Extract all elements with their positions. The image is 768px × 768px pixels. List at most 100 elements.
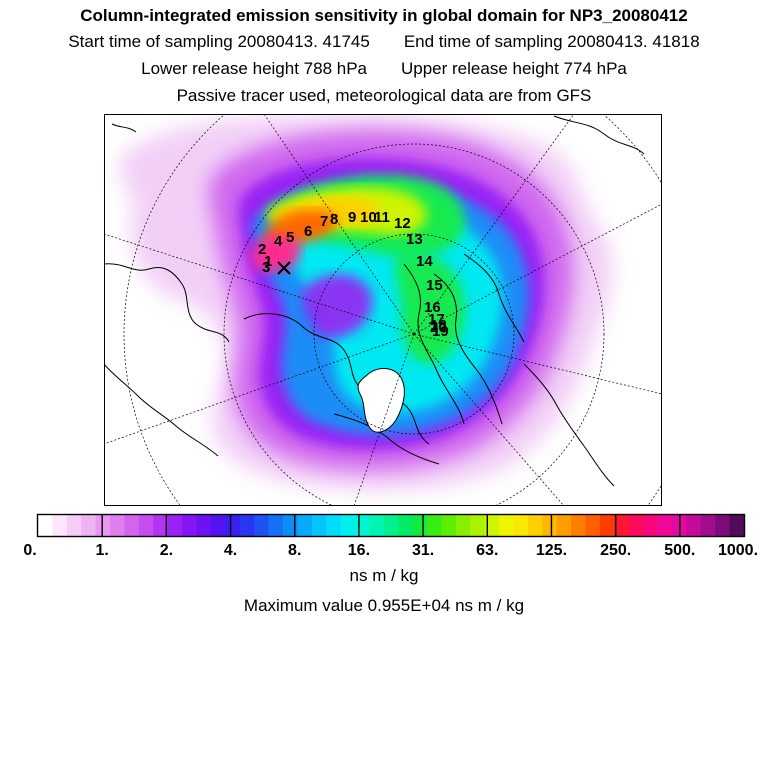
end-time-label: End time of sampling 20080413. 41818 (403, 32, 700, 51)
trajectory-label: 2 (258, 241, 266, 258)
color-scale-cell (383, 515, 399, 536)
trajectory-label: 15 (426, 277, 443, 294)
color-scale-cell (657, 515, 673, 536)
trajectory-label: 4 (274, 233, 283, 250)
trajectory-label: 20 (430, 319, 447, 336)
color-scale-cell (138, 515, 154, 536)
color-scale-label: 1000. (718, 542, 758, 558)
color-scale-label: 0. (23, 542, 36, 558)
color-scale-cell (354, 515, 370, 536)
color-scale-cell (326, 515, 341, 536)
color-scale-cell (311, 515, 327, 536)
lower-height-label: Lower release height 788 hPa (141, 59, 367, 78)
color-scale-cell (628, 515, 644, 536)
color-scale-cell (398, 515, 414, 536)
color-scale-label: 16. (348, 542, 370, 558)
color-scale-labels: 0. 1. 2. 4. 8. 16. 31. 63. 125. 250. 500. 1000. (23, 542, 758, 558)
color-scale-cell (643, 515, 658, 536)
color-scale-cell (499, 515, 514, 536)
color-scale-cell (571, 515, 586, 536)
color-scale-cell (81, 515, 97, 536)
trajectory-label: 3 (262, 259, 270, 276)
color-scale-cell (282, 515, 298, 536)
color-scale-cell (441, 515, 457, 536)
color-scale-cell (455, 515, 471, 536)
color-scale-cell (239, 515, 255, 536)
color-scale-cells (38, 515, 745, 536)
color-scale-cell (599, 515, 615, 536)
color-scale-cell (729, 515, 745, 536)
color-scale-label: 250. (600, 542, 631, 558)
maximum-value-label: Maximum value 0.955E+04 ns m / kg (243, 596, 525, 615)
trajectory-label: 10 (360, 209, 377, 226)
trajectory-label: 8 (330, 211, 338, 228)
color-scale-frame (36, 513, 746, 538)
color-scale-cell (470, 515, 486, 536)
color-scale-cell (196, 515, 212, 536)
trajectory-label: 6 (304, 223, 312, 240)
color-scale-cell (412, 515, 428, 536)
color-scale-cell (110, 515, 125, 536)
sampling-times: Start time of sampling 20080413. 41745 En… (0, 32, 768, 52)
color-scale-cell (153, 515, 169, 536)
color-scale-cell (585, 515, 601, 536)
release-point-marker (277, 261, 291, 275)
trajectory-label: 1 (264, 253, 272, 270)
color-scale-cell (210, 515, 226, 536)
color-scale-cell (513, 515, 529, 536)
trajectory-label: 13 (406, 231, 423, 248)
release-heights: Lower release height 788 hPa Upper releas… (0, 59, 768, 79)
color-scale-cell (38, 515, 53, 536)
upper-height-label: Upper release height 774 hPa (401, 59, 627, 78)
color-scale-cell (369, 515, 385, 536)
color-scale-cell (268, 515, 284, 536)
color-scale-cell (167, 515, 183, 536)
trajectory-label: 17 (428, 311, 445, 328)
trajectory-label: 5 (286, 229, 294, 246)
color-scale-cell (700, 515, 716, 536)
color-scale-cell (340, 515, 356, 536)
color-scale-ticks (101, 515, 681, 536)
map-frame (104, 114, 662, 506)
color-scale-cell (556, 515, 572, 536)
color-scale-label: 125. (536, 542, 567, 558)
color-scale-label: 8. (288, 542, 301, 558)
trajectory-label: 19 (432, 323, 449, 340)
color-scale-cell (297, 515, 313, 536)
sensitivity-field (119, 116, 613, 490)
color-scale-label: 2. (160, 542, 173, 558)
color-scale-cell (225, 515, 241, 536)
color-scale-cell (686, 515, 702, 536)
trajectory-label: 18 (430, 317, 447, 334)
trajectory-label: 9 (348, 209, 356, 226)
trajectory-label: 12 (394, 215, 411, 232)
color-scale-label: 500. (664, 542, 695, 558)
color-scale-cell (182, 515, 197, 536)
color-scale-cell (484, 515, 500, 536)
color-scale: 0. 1. 2. 4. 8. 16. 31. 63. 125. 250. 500. 1000. (23, 513, 758, 558)
start-time-label: Start time of sampling 20080413. 41745 (68, 32, 370, 51)
coastlines (104, 115, 645, 487)
tracer-note: Passive tracer used, meteorological data… (176, 86, 592, 105)
color-scale-label: 4. (224, 542, 237, 558)
units-label: ns m / kg (349, 566, 419, 585)
color-scale-label: 31. (412, 542, 434, 558)
map-title: Column-integrated emission sensitivity i… (80, 6, 688, 25)
color-scale-cell (527, 515, 543, 536)
color-scale-cell (542, 515, 558, 536)
color-scale-cell (614, 515, 630, 536)
trajectory-label: 16 (424, 299, 441, 316)
color-scale-cell (427, 515, 442, 536)
trajectory-label: 7 (320, 213, 328, 230)
color-scale-cell (95, 515, 111, 536)
color-scale-cell (52, 515, 68, 536)
greenland (357, 368, 405, 433)
color-scale-cell (254, 515, 269, 536)
color-scale-cell (66, 515, 82, 536)
color-scale-cell (715, 515, 730, 536)
trajectory-label: 11 (374, 209, 390, 226)
color-scale-label: 63. (476, 542, 498, 558)
trajectory-label: 14 (416, 253, 433, 270)
